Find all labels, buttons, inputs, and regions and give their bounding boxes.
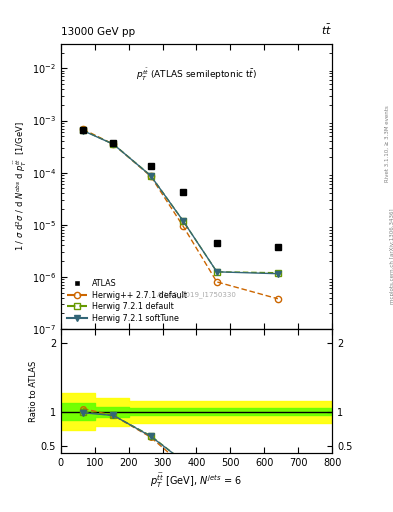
Line: Herwig 7.2.1 default: Herwig 7.2.1 default bbox=[80, 127, 281, 276]
Herwig 7.2.1 default bbox=[215, 269, 219, 275]
ATLAS bbox=[275, 244, 280, 250]
Herwig++ 2.7.1 default bbox=[149, 173, 153, 179]
Herwig 7.2.1 default bbox=[111, 141, 116, 147]
Herwig 7.2.1 default bbox=[81, 127, 85, 133]
Line: ATLAS: ATLAS bbox=[79, 127, 281, 250]
Herwig++ 2.7.1 default bbox=[111, 141, 116, 147]
Legend: ATLAS, Herwig++ 2.7.1 default, Herwig 7.2.1 default, Herwig 7.2.1 softTune: ATLAS, Herwig++ 2.7.1 default, Herwig 7.… bbox=[65, 277, 189, 325]
ATLAS bbox=[181, 189, 185, 196]
Text: 13000 GeV pp: 13000 GeV pp bbox=[61, 27, 135, 37]
Text: $p_T^{t\bar{t}}$ (ATLAS semileptonic t$\bar{t}$): $p_T^{t\bar{t}}$ (ATLAS semileptonic t$\… bbox=[136, 67, 257, 82]
Y-axis label: Ratio to ATLAS: Ratio to ATLAS bbox=[29, 360, 38, 422]
Herwig 7.2.1 softTune bbox=[275, 271, 280, 277]
X-axis label: $p^{\bar{t}\bar{t}}_{T}$ [GeV], $N^{jets}$ = 6: $p^{\bar{t}\bar{t}}_{T}$ [GeV], $N^{jets… bbox=[151, 472, 242, 490]
Herwig++ 2.7.1 default bbox=[81, 126, 85, 132]
ATLAS bbox=[111, 140, 116, 146]
Text: mcplots.cern.ch [arXiv:1306.3436]: mcplots.cern.ch [arXiv:1306.3436] bbox=[390, 208, 393, 304]
Herwig 7.2.1 softTune bbox=[181, 218, 185, 224]
Y-axis label: 1 / $\sigma$ d$^2\sigma$ / d $N^{obs}$ d $p^{\bar{t}\bar{t}}_{T}$  [1/GeV]: 1 / $\sigma$ d$^2\sigma$ / d $N^{obs}$ d… bbox=[13, 121, 29, 251]
Herwig 7.2.1 default bbox=[275, 270, 280, 276]
ATLAS bbox=[215, 240, 219, 246]
Text: ATLAS_2019_I1750330: ATLAS_2019_I1750330 bbox=[156, 291, 237, 298]
Herwig 7.2.1 softTune bbox=[215, 269, 219, 275]
Line: Herwig 7.2.1 softTune: Herwig 7.2.1 softTune bbox=[80, 127, 281, 277]
Text: $t\bar{t}$: $t\bar{t}$ bbox=[321, 23, 332, 37]
Herwig 7.2.1 softTune bbox=[111, 141, 116, 147]
Herwig++ 2.7.1 default bbox=[275, 296, 280, 302]
Herwig++ 2.7.1 default bbox=[215, 279, 219, 285]
ATLAS bbox=[149, 163, 153, 169]
Line: Herwig++ 2.7.1 default: Herwig++ 2.7.1 default bbox=[80, 126, 281, 302]
Herwig 7.2.1 softTune bbox=[81, 127, 85, 134]
Herwig 7.2.1 default bbox=[149, 173, 153, 179]
Text: Rivet 3.1.10, ≥ 3.3M events: Rivet 3.1.10, ≥ 3.3M events bbox=[385, 105, 389, 182]
Herwig 7.2.1 softTune bbox=[149, 173, 153, 179]
Herwig 7.2.1 default bbox=[181, 218, 185, 224]
ATLAS bbox=[81, 127, 85, 133]
Herwig++ 2.7.1 default bbox=[181, 223, 185, 229]
